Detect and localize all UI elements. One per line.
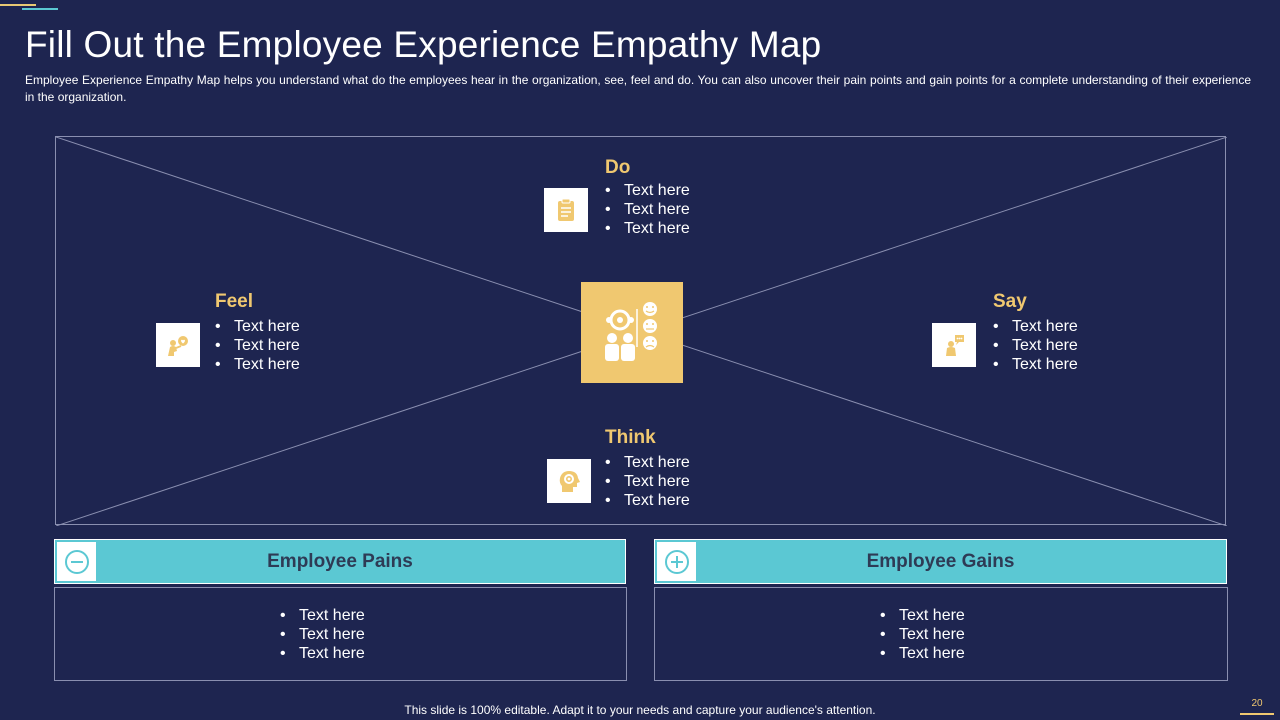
employee-pains-header: Employee Pains	[54, 539, 626, 584]
slide-subtitle: Employee Experience Empathy Map helps yo…	[25, 73, 1251, 104]
gains-list: Text here Text here Text here	[880, 606, 965, 663]
list-item: Text here	[605, 200, 690, 219]
list-item: Text here	[993, 317, 1078, 336]
think-list: Text here Text here Text here	[605, 453, 690, 510]
list-item: Text here	[280, 625, 365, 644]
list-item: Text here	[280, 606, 365, 625]
list-item: Text here	[605, 472, 690, 491]
list-item: Text here	[993, 355, 1078, 374]
list-item: Text here	[215, 355, 300, 374]
list-item: Text here	[605, 491, 690, 510]
list-item: Text here	[880, 644, 965, 663]
say-heading: Say	[993, 291, 1027, 312]
list-item: Text here	[215, 336, 300, 355]
employee-pains-label: Employee Pains	[267, 551, 413, 572]
say-list: Text here Text here Text here	[993, 317, 1078, 374]
empathy-people-icon	[581, 282, 683, 383]
think-heading: Think	[605, 427, 656, 448]
feel-heading: Feel	[215, 291, 254, 312]
employee-gains-label: Employee Gains	[866, 551, 1015, 572]
slide-title: Fill Out the Employee Experience Empathy…	[25, 24, 822, 65]
employee-gains-box: Text here Text here Text here	[654, 587, 1228, 681]
person-speech-icon	[932, 323, 976, 367]
person-heart-icon	[156, 323, 200, 367]
do-heading: Do	[605, 157, 631, 178]
list-item: Text here	[605, 181, 690, 200]
top-accent-gold	[0, 4, 36, 6]
head-gear-icon	[547, 459, 591, 503]
top-accent-teal	[22, 8, 58, 10]
plus-circle-icon	[657, 542, 696, 581]
pains-list: Text here Text here Text here	[280, 606, 365, 663]
clipboard-icon	[544, 188, 588, 232]
page-number: 20	[1240, 698, 1274, 715]
slide-footer: This slide is 100% editable. Adapt it to…	[404, 703, 876, 717]
feel-list: Text here Text here Text here	[215, 317, 300, 374]
list-item: Text here	[880, 606, 965, 625]
list-item: Text here	[215, 317, 300, 336]
do-list: Text here Text here Text here	[605, 181, 690, 238]
list-item: Text here	[993, 336, 1078, 355]
employee-pains-box: Text here Text here Text here	[54, 587, 627, 681]
list-item: Text here	[605, 219, 690, 238]
employee-gains-header: Employee Gains	[654, 539, 1227, 584]
list-item: Text here	[605, 453, 690, 472]
list-item: Text here	[880, 625, 965, 644]
minus-circle-icon	[57, 542, 96, 581]
list-item: Text here	[280, 644, 365, 663]
